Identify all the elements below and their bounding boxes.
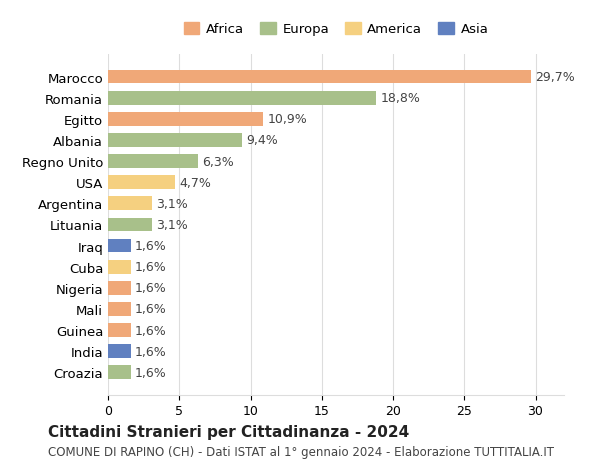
Text: 18,8%: 18,8% bbox=[380, 92, 420, 105]
Text: 9,4%: 9,4% bbox=[246, 134, 278, 147]
Bar bbox=[108, 134, 242, 147]
Text: 1,6%: 1,6% bbox=[135, 324, 167, 337]
Text: 1,6%: 1,6% bbox=[135, 366, 167, 379]
Text: COMUNE DI RAPINO (CH) - Dati ISTAT al 1° gennaio 2024 - Elaborazione TUTTITALIA.: COMUNE DI RAPINO (CH) - Dati ISTAT al 1°… bbox=[48, 445, 554, 458]
Text: 1,6%: 1,6% bbox=[135, 345, 167, 358]
Bar bbox=[108, 239, 131, 253]
Legend: Africa, Europa, America, Asia: Africa, Europa, America, Asia bbox=[178, 17, 494, 41]
Text: 3,1%: 3,1% bbox=[157, 197, 188, 210]
Bar bbox=[108, 218, 152, 232]
Text: Cittadini Stranieri per Cittadinanza - 2024: Cittadini Stranieri per Cittadinanza - 2… bbox=[48, 425, 409, 440]
Text: 3,1%: 3,1% bbox=[157, 218, 188, 231]
Text: 1,6%: 1,6% bbox=[135, 261, 167, 274]
Bar bbox=[108, 71, 531, 84]
Text: 6,3%: 6,3% bbox=[202, 155, 234, 168]
Text: 1,6%: 1,6% bbox=[135, 240, 167, 252]
Text: 4,7%: 4,7% bbox=[179, 176, 211, 189]
Bar bbox=[108, 345, 131, 358]
Text: 29,7%: 29,7% bbox=[536, 71, 575, 84]
Text: 10,9%: 10,9% bbox=[268, 113, 307, 126]
Bar bbox=[108, 112, 263, 126]
Bar bbox=[108, 324, 131, 337]
Bar bbox=[108, 197, 152, 211]
Bar bbox=[108, 92, 376, 105]
Bar bbox=[108, 366, 131, 379]
Bar bbox=[108, 260, 131, 274]
Bar bbox=[108, 176, 175, 190]
Bar bbox=[108, 281, 131, 295]
Bar bbox=[108, 302, 131, 316]
Bar bbox=[108, 155, 198, 168]
Text: 1,6%: 1,6% bbox=[135, 282, 167, 295]
Text: 1,6%: 1,6% bbox=[135, 303, 167, 316]
